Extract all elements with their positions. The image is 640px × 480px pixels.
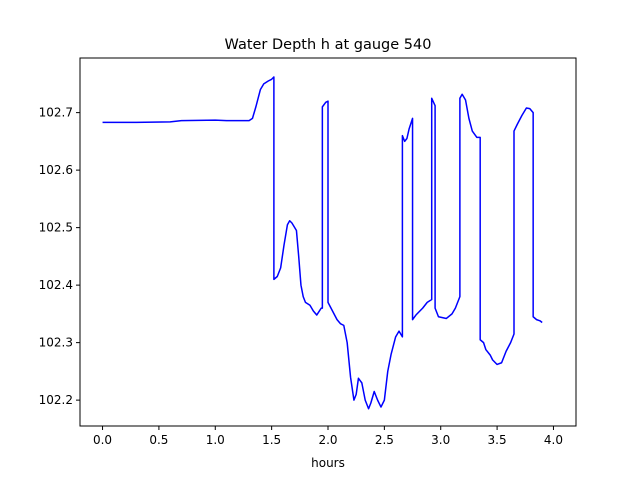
plot-frame [79,57,577,427]
y-tick-label: 102.5 [39,221,73,235]
series-line-0 [102,76,543,410]
x-tick-label: 1.5 [262,433,281,447]
plot-area [102,76,543,410]
x-tick-label: 2.5 [375,433,394,447]
x-tick-label: 4.0 [544,433,563,447]
x-tick-label: 0.0 [93,433,112,447]
y-tick-label: 102.7 [39,106,73,120]
y-tick-label: 102.2 [39,393,73,407]
y-tick-label: 102.3 [39,336,73,350]
x-axis-label: hours [311,456,345,470]
y-tick-label: 102.4 [39,278,73,292]
x-tick-label: 3.0 [431,433,450,447]
x-tick-label: 2.0 [318,433,337,447]
x-tick-label: 0.5 [149,433,168,447]
y-tick-label: 102.6 [39,163,73,177]
x-tick-label: 3.5 [488,433,507,447]
y-axis: 102.2 102.3 102.4 102.5 102.6 102.7 [39,106,80,407]
x-axis: 0.0 0.5 1.0 1.5 2.0 2.5 3.0 3.5 4.0 [93,426,563,447]
chart-title: Water Depth h at gauge 540 [225,37,432,53]
x-tick-label: 1.0 [206,433,225,447]
